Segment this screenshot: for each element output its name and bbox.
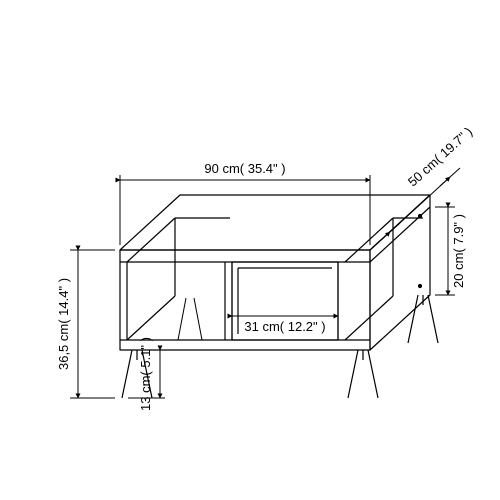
dim-depth-label: 50 cm( 19.7" ) — [405, 124, 475, 189]
dim-leg-height-label: 13 cm( 5.1" ) — [138, 337, 153, 411]
dim-drawer-width-label: 31 cm( 12.2" ) — [244, 319, 325, 334]
dim-height-label: 36,5 cm( 14.4" ) — [56, 278, 71, 370]
furniture-diagram: 90 cm( 35.4" ) 50 cm( 19.7" ) 36,5 cm( 1… — [0, 0, 500, 500]
dim-width-label: 90 cm( 35.4" ) — [204, 161, 285, 176]
table-legs — [122, 295, 438, 398]
dim-drawer-height-label: 20 cm( 7.9" ) — [451, 214, 466, 288]
dim-height — [70, 250, 115, 398]
